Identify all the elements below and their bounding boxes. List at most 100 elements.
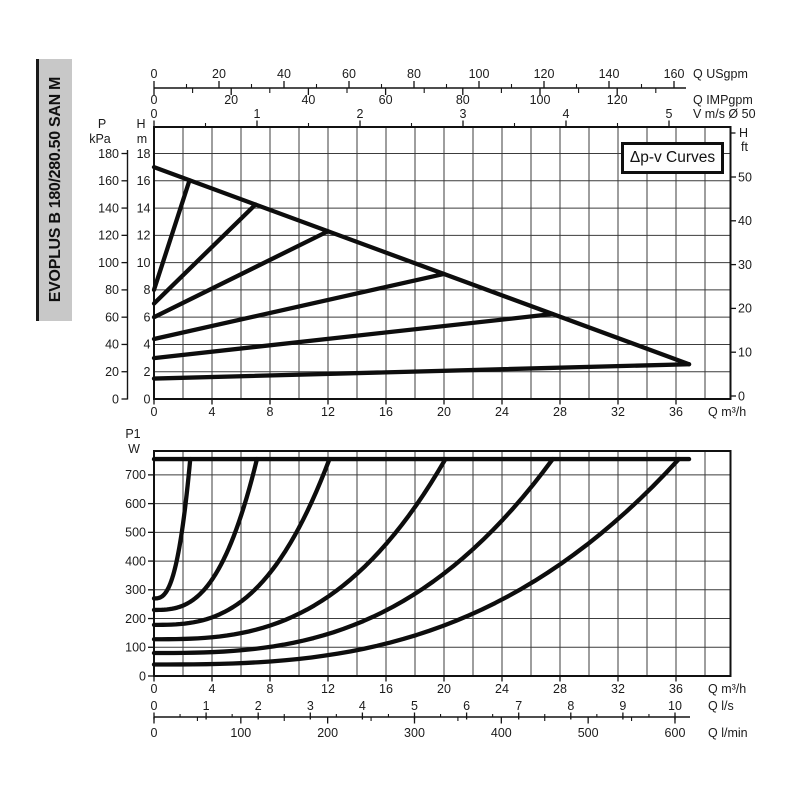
lmin-tick-label: 0	[151, 726, 158, 740]
kpa-axis-title: kPa	[89, 132, 111, 146]
head-ft-tick-label: 20	[738, 302, 752, 316]
usgpm-tick-label: 0	[151, 67, 158, 81]
head-m-tick-label: 2	[144, 365, 151, 379]
kpa-tick-label: 160	[98, 174, 119, 188]
kpa-tick-label: 20	[105, 365, 119, 379]
usgpm-tick-label: 120	[534, 67, 555, 81]
impgpm-tick-label: 60	[379, 93, 393, 107]
lmin-tick-label: 400	[491, 726, 512, 740]
velocity-tick-label: 3	[460, 107, 467, 121]
model-label: EVOPLUS B 180/280.50 SAN M	[46, 77, 64, 303]
ls-tick-label: 9	[619, 699, 626, 713]
head-ft-axis: 50 40 30 20 10 0 Hft	[730, 126, 752, 403]
head-m-tick-label: 8	[144, 283, 151, 297]
dpv-setpoint-2.5m	[151, 362, 692, 381]
head-m-axis: 18 16 14 12 10 8 6 4 2 0 Hm	[136, 117, 150, 406]
head-ft-tick-label: 50	[738, 170, 752, 184]
usgpm-unit-label: Q USgpm	[693, 67, 748, 81]
head-m-tick-label: 10	[137, 256, 151, 270]
head-ft-tick-label: 40	[738, 214, 752, 228]
dpv-curves-badge: Δp-v Curves	[621, 142, 724, 174]
impgpm-tick-label: 100	[530, 93, 551, 107]
usgpm-tick-label: 140	[599, 67, 620, 81]
impgpm-tick-label: 40	[301, 93, 315, 107]
ls-tick-label: 1	[203, 699, 210, 713]
impgpm-tick-label: 20	[224, 93, 238, 107]
velocity-tick-label: 1	[254, 107, 261, 121]
lmin-tick-label: 500	[578, 726, 599, 740]
ls-tick-label: 0	[151, 699, 158, 713]
kpa-axis-title: P	[98, 117, 106, 131]
dpv-setpoint-12m	[151, 229, 331, 320]
velocity-tick-label: 2	[357, 107, 364, 121]
usgpm-tick-label: 40	[277, 67, 291, 81]
impgpm-unit-label: Q IMPgpm	[693, 93, 753, 107]
lmin-tick-label: 100	[230, 726, 251, 740]
m3h-tick-label: 28	[553, 682, 567, 696]
flow-lmin-axis: 0 100 200 300 400 500 600 Q l/min	[151, 717, 748, 740]
head-chart-grid	[154, 127, 731, 399]
ls-tick-label: 8	[567, 699, 574, 713]
power-tick-label: 300	[125, 583, 146, 597]
flow-m3h-axis-bottom: 0 4 8 12 16 20 24 28 32 36 Q m³/h	[151, 676, 746, 696]
kpa-tick-label: 40	[105, 338, 119, 352]
velocity-tick-label: 5	[666, 107, 673, 121]
head-m-tick-label: 4	[144, 338, 151, 352]
velocity-unit-label: V m/s Ø 50	[693, 107, 756, 121]
m3h-tick-label: 28	[553, 405, 567, 419]
m3h-tick-label: 24	[495, 405, 509, 419]
lmin-tick-label: 300	[404, 726, 425, 740]
lmin-tick-label: 600	[665, 726, 686, 740]
m3h-tick-label: 32	[611, 405, 625, 419]
head-ft-tick-label: 10	[738, 346, 752, 360]
power-axis-title: P1	[125, 427, 140, 441]
power-tick-label: 400	[125, 554, 146, 568]
usgpm-tick-label: 60	[342, 67, 356, 81]
power-tick-label: 100	[125, 641, 146, 655]
max-speed-curve	[151, 165, 692, 367]
usgpm-axis: 0 20 40 60 80 100 120 140 160 Q USgpm	[151, 67, 748, 89]
head-m-tick-label: 14	[137, 201, 151, 215]
impgpm-tick-label: 120	[607, 93, 628, 107]
kpa-tick-label: 100	[98, 256, 119, 270]
m3h-tick-label: 0	[151, 405, 158, 419]
m3h-unit-label: Q m³/h	[708, 682, 746, 696]
impgpm-tick-label: 0	[151, 93, 158, 107]
m3h-tick-label: 4	[209, 682, 216, 696]
power-tick-label: 700	[125, 468, 146, 482]
head-m-axis-title: m	[137, 132, 147, 146]
m3h-tick-label: 8	[267, 682, 274, 696]
kpa-tick-label: 120	[98, 229, 119, 243]
ls-tick-label: 10	[668, 699, 682, 713]
flow-ls-axis: 0 1 2 3 4 5 6 7 8 9 10 Q l/s	[151, 699, 734, 720]
p1-dpv-12m	[151, 456, 332, 628]
kpa-tick-label: 140	[98, 201, 119, 215]
m3h-tick-label: 4	[209, 405, 216, 419]
m3h-tick-label: 32	[611, 682, 625, 696]
ls-tick-label: 3	[307, 699, 314, 713]
power-w-axis: 700 600 500 400 300 200 100 0 P1W	[125, 427, 154, 683]
m3h-tick-label: 20	[437, 405, 451, 419]
m3h-tick-label: 12	[321, 682, 335, 696]
dpv-setpoint-9m	[151, 271, 447, 342]
dpv-setpoint-6m	[151, 311, 555, 361]
lmin-unit-label: Q l/min	[708, 726, 748, 740]
p1-dpv-6m	[151, 456, 555, 656]
head-m-tick-label: 6	[144, 310, 151, 324]
m3h-tick-label: 12	[321, 405, 335, 419]
usgpm-tick-label: 20	[212, 67, 226, 81]
m3h-unit-label: Q m³/h	[708, 405, 746, 419]
model-sidebar: EVOPLUS B 180/280.50 SAN M	[36, 59, 72, 321]
dpv-setpoint-14m	[151, 202, 258, 306]
usgpm-tick-label: 100	[469, 67, 490, 81]
impgpm-axis: 0 20 40 60 80 100 120 Q IMPgpm	[151, 88, 753, 107]
kpa-tick-label: 80	[105, 283, 119, 297]
p1-dpv-9m	[151, 456, 448, 642]
power-tick-label: 200	[125, 612, 146, 626]
usgpm-tick-label: 80	[407, 67, 421, 81]
head-m-tick-label: 18	[137, 147, 151, 161]
